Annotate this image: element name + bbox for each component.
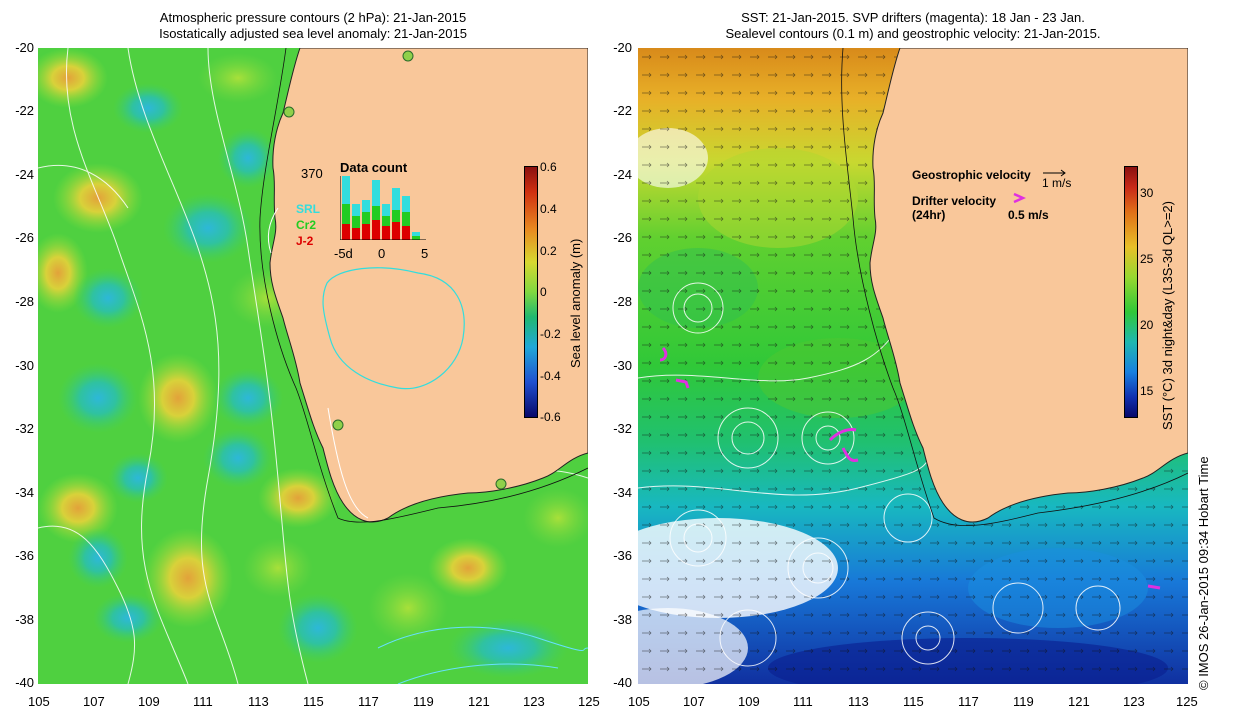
right-ytick: -40 xyxy=(613,675,632,690)
right-xtick: 111 xyxy=(793,694,813,709)
drifter-sub-label: (24hr) xyxy=(912,208,946,222)
geo-scale: 1 m/s xyxy=(1042,176,1072,190)
left-ytick: -20 xyxy=(15,40,34,55)
geostrophic-legend: Geostrophic velocity 1 m/s Drifter veloc… xyxy=(912,166,1112,226)
right-cb-tick-30: 30 xyxy=(1140,186,1154,200)
lake-contour xyxy=(322,267,465,390)
left-ytick: -24 xyxy=(15,167,34,182)
left-xtick: 113 xyxy=(248,694,269,709)
sea-level-anomaly-map xyxy=(38,48,588,684)
inset-xtick-5: 5 xyxy=(421,246,429,261)
right-cb-tick-25: 25 xyxy=(1140,252,1154,266)
left-ytick: -26 xyxy=(15,230,34,245)
cyan-contours xyxy=(377,626,588,684)
right-ytick: -38 xyxy=(613,612,632,627)
geo-arrow-icon xyxy=(1043,169,1066,177)
inset-xtick-minus5: -5d xyxy=(334,246,353,261)
left-xtick: 111 xyxy=(193,694,213,709)
right-xtick: 123 xyxy=(1123,694,1145,709)
shelf-break-contour xyxy=(259,48,588,523)
right-title-line2: Sealevel contours (0.1 m) and geostrophi… xyxy=(725,26,1101,41)
left-cb-tick-0.4: 0.4 xyxy=(540,202,557,216)
right-ytick: -24 xyxy=(613,167,632,182)
right-colorbar-label: SST (°C) 3d night&day (L3S-3d QL>=2) xyxy=(1160,201,1175,430)
right-ytick: -22 xyxy=(613,103,632,118)
left-ytick: -40 xyxy=(15,675,34,690)
left-xtick: 107 xyxy=(83,694,105,709)
left-cb-tick-m0.6: -0.6 xyxy=(540,410,561,424)
right-xtick: 113 xyxy=(848,694,869,709)
right-xtick: 107 xyxy=(683,694,705,709)
left-xtick: 125 xyxy=(578,694,600,709)
left-xtick: 119 xyxy=(413,694,434,709)
left-xtick: 115 xyxy=(303,694,324,709)
right-ytick: -34 xyxy=(613,485,632,500)
right-title-line1: SST: 21-Jan-2015. SVP drifters (magenta)… xyxy=(741,10,1085,25)
legend-cr2: Cr2 xyxy=(296,218,317,232)
left-ytick: -28 xyxy=(15,294,34,309)
left-xtick: 105 xyxy=(28,694,50,709)
left-cb-tick-0.2: 0.2 xyxy=(540,244,557,258)
left-title-line1: Atmospheric pressure contours (2 hPa): 2… xyxy=(159,10,467,25)
shelf-contour-right xyxy=(841,48,1188,527)
right-xtick: 117 xyxy=(958,694,979,709)
right-xtick: 119 xyxy=(1013,694,1034,709)
legend-srl: SRL xyxy=(296,202,320,216)
sea-level-anomaly-svg xyxy=(38,48,588,684)
sst-colorbar xyxy=(1124,166,1138,418)
imos-credit: © IMOS 26-Jan-2015 09:34 Hobart Time xyxy=(1196,456,1211,690)
right-xtick: 109 xyxy=(738,694,760,709)
sea-level-colorbar xyxy=(524,166,538,418)
sst-svg xyxy=(638,48,1188,684)
left-xtick: 117 xyxy=(358,694,379,709)
inset-count: 370 xyxy=(301,166,323,181)
legend-j2: J-2 xyxy=(296,234,314,248)
data-count-inset: 370 Data count SRL Cr2 J-2 -5d 0 5 xyxy=(296,158,436,268)
right-xtick: 121 xyxy=(1068,694,1090,709)
left-cb-tick-m0.4: -0.4 xyxy=(540,369,561,383)
land-wa xyxy=(267,48,588,523)
right-ytick: -28 xyxy=(613,294,632,309)
land-wa-right xyxy=(869,48,1188,523)
right-cb-tick-15: 15 xyxy=(1140,384,1154,398)
right-ytick: -26 xyxy=(613,230,632,245)
left-cb-tick-0.6: 0.6 xyxy=(540,160,557,174)
left-cb-tick-0: 0 xyxy=(540,285,547,299)
left-ytick: -22 xyxy=(15,103,34,118)
geo-velocity-label: Geostrophic velocity xyxy=(912,168,1031,182)
right-ytick: -32 xyxy=(613,421,632,436)
drifter-velocity-label: Drifter velocity xyxy=(912,194,997,208)
drifter-arrow-icon xyxy=(1013,192,1026,204)
pressure-contours xyxy=(38,48,588,684)
right-xtick: 125 xyxy=(1176,694,1198,709)
drifter-scale: 0.5 m/s xyxy=(1008,208,1049,222)
tide-gauge-markers xyxy=(283,50,507,490)
right-xtick: 105 xyxy=(628,694,650,709)
left-title-line2: Isostatically adjusted sea level anomaly… xyxy=(159,26,467,41)
anomaly-blobs xyxy=(38,48,588,678)
left-ytick: -34 xyxy=(15,485,34,500)
inset-xtick-0: 0 xyxy=(378,246,386,261)
svp-drifter-tracks xyxy=(659,346,1161,590)
inset-title: Data count xyxy=(340,160,408,175)
right-ytick: -30 xyxy=(613,358,632,373)
left-colorbar-label: Sea level anomaly (m) xyxy=(568,238,583,368)
left-ytick: -32 xyxy=(15,421,34,436)
left-cb-tick-m0.2: -0.2 xyxy=(540,327,561,341)
sst-map xyxy=(638,48,1188,684)
sealevel-contours xyxy=(638,282,1121,667)
left-ytick: -38 xyxy=(15,612,34,627)
right-cb-tick-20: 20 xyxy=(1140,318,1154,332)
left-xtick: 123 xyxy=(523,694,545,709)
left-ytick: -36 xyxy=(15,548,34,563)
left-ytick: -30 xyxy=(15,358,34,373)
left-xtick: 121 xyxy=(468,694,490,709)
right-ytick: -20 xyxy=(613,40,632,55)
right-ytick: -36 xyxy=(613,548,632,563)
left-xtick: 109 xyxy=(138,694,160,709)
right-xtick: 115 xyxy=(903,694,924,709)
data-count-histogram xyxy=(340,176,426,240)
